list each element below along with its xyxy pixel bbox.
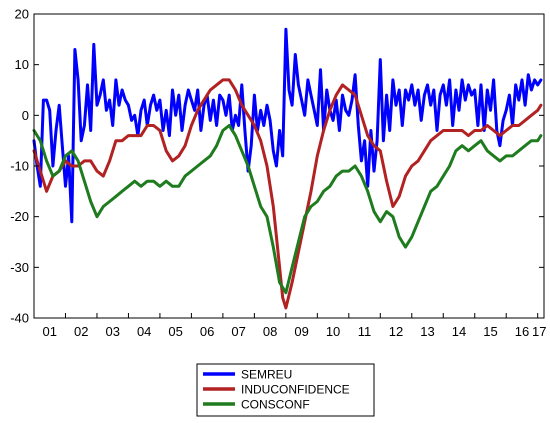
y-axis: 20 10 0 -10 -20 -30 -40	[10, 7, 544, 326]
y-tick-label: 10	[15, 57, 29, 72]
x-tick-label: 04	[137, 324, 151, 339]
x-axis: 01 02 03 04 05 06 07 08 09 10 11 12 13 14 15 16 17	[33, 313, 547, 339]
y-tick-label: 0	[22, 108, 29, 123]
x-tick-label: 17	[532, 324, 546, 339]
x-tick-label: 01	[43, 324, 57, 339]
series-line-induconfidence	[32, 78, 543, 310]
x-tick-label: 07	[231, 324, 245, 339]
x-tick-label: 09	[294, 324, 308, 339]
y-tick-label: -40	[10, 311, 29, 326]
y-tick-label: -10	[10, 159, 29, 174]
x-tick-label: 13	[420, 324, 434, 339]
x-tick-label: 16	[515, 324, 529, 339]
y-tick-label: -30	[10, 260, 29, 275]
series-layer	[32, 27, 543, 310]
x-tick-label: 08	[263, 324, 277, 339]
x-tick-label: 05	[168, 324, 182, 339]
x-tick-label: 03	[105, 324, 119, 339]
x-tick-label: 02	[74, 324, 88, 339]
y-tick-label: -20	[10, 209, 29, 224]
legend-label: SEMREU	[241, 368, 292, 382]
series-line-semreu	[32, 27, 543, 224]
x-tick-label: 12	[389, 324, 403, 339]
x-tick-label: 15	[483, 324, 497, 339]
legend-label: CONSCONF	[241, 398, 310, 412]
x-tick-label: 06	[200, 324, 214, 339]
legend-label: INDUCONFIDENCE	[241, 383, 350, 397]
x-tick-label: 14	[452, 324, 466, 339]
series-line-consconf	[32, 124, 543, 295]
x-tick-label: 11	[358, 324, 372, 339]
x-tick-label: 10	[326, 324, 340, 339]
y-tick-label: 20	[15, 7, 29, 22]
